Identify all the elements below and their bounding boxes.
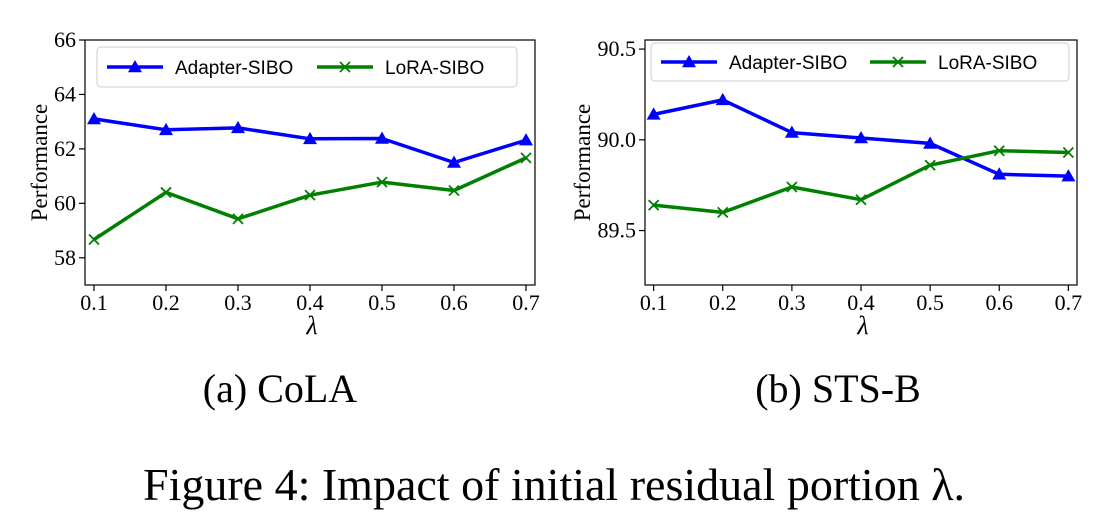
data-point [520,152,532,164]
data-point [88,233,100,246]
x-tick-label: 0.2 [152,290,180,315]
x-tick-label: 0.4 [296,290,324,315]
series-adapter-sibo [87,111,533,168]
legend: Adapter-SIBO LoRA-SIBO [96,46,518,88]
legend-marker [682,55,696,68]
series-lora-sibo [648,145,1074,219]
y-axis-label: Performance [570,104,595,222]
data-point [304,189,316,201]
legend-marker [339,61,351,73]
data-point [854,131,868,144]
x-tick-label: 0.7 [1055,290,1083,315]
data-point [715,92,730,106]
data-point [232,213,244,225]
legend-item: Adapter-SIBO [107,58,293,79]
legend-label: LoRA-SIBO [385,58,484,79]
data-point [717,206,729,219]
legend-label: Adapter-SIBO [175,58,293,79]
data-point [646,107,661,120]
data-point [923,136,938,149]
x-tick-label: 0.5 [916,290,944,315]
legend-label: LoRA-SIBO [938,53,1037,74]
chart-panel-stsb: 0.1 0.2 0.3 0.4 0.5 0.6 0.7 89.5 90.0 90.5 λ Perfor… [570,36,1082,340]
y-tick-label: 62 [54,136,76,161]
x-tick-label: 0.5 [368,290,396,315]
data-point [648,199,660,211]
x-tick-label: 0.1 [640,290,668,315]
x-tick-label: 0.6 [440,290,468,315]
x-tick-label: 0.6 [985,290,1013,315]
data-point [924,159,936,171]
legend: Adapter-SIBO LoRA-SIBO [650,42,1070,82]
x-axis-label: λ [305,311,317,340]
series-line [653,148,1069,215]
subcaption-cola: (a) CoLA [203,366,358,411]
data-point [375,131,389,144]
x-axis-label: λ [856,311,868,340]
legend-item: Adapter-SIBO [661,53,847,74]
data-point [992,167,1007,180]
data-point [448,184,460,197]
data-point [1061,169,1076,182]
data-point [447,155,461,168]
chart-panel-cola: 0.1 0.2 0.3 0.4 0.5 0.6 0.7 58 60 62 64 66 λ Performa… [27,27,540,340]
data-point [993,145,1005,157]
legend-marker [892,56,904,68]
legend-label: Adapter-SIBO [729,53,847,74]
y-tick-label: 89.5 [598,218,637,243]
data-point [160,186,172,199]
subcaption-stsb: (b) STS-B [755,366,921,411]
data-point [87,111,101,125]
data-point [376,176,388,188]
x-tick-label: 0.4 [847,290,875,315]
legend-box [650,42,1070,82]
x-tick-label: 0.1 [80,290,108,315]
y-tick-label: 90.5 [598,36,637,61]
data-point [786,181,798,193]
y-tick-label: 90.0 [598,127,637,152]
data-point [231,120,245,134]
data-point [159,122,173,136]
x-tick-label: 0.2 [709,290,737,315]
y-tick-label: 60 [54,190,76,215]
y-axis-label: Performance [27,104,52,222]
legend-marker [128,60,142,73]
y-tick-label: 64 [54,81,76,106]
data-point [519,133,533,146]
data-point [303,131,317,145]
figure-caption: Figure 4: Impact of initial residual por… [143,459,965,510]
x-tick-label: 0.3 [224,290,252,315]
series-adapter-sibo [646,92,1076,182]
legend-box [96,46,518,88]
y-tick-label: 58 [54,245,76,270]
data-point [784,125,799,138]
y-tick-label: 66 [54,27,76,52]
data-point [1062,146,1074,159]
series-line [93,156,527,241]
x-tick-label: 0.3 [778,290,806,315]
data-point [855,194,867,206]
legend-item: LoRA-SIBO [317,58,484,79]
series-lora-sibo [88,152,532,246]
x-tick-label: 0.7 [512,290,540,315]
legend-item: LoRA-SIBO [870,53,1037,74]
